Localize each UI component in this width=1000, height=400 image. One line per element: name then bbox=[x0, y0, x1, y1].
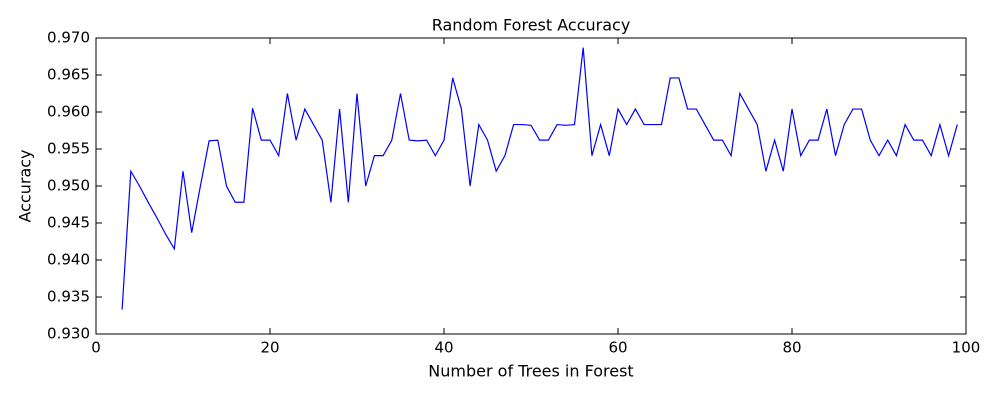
data-line bbox=[121, 47, 958, 310]
y-axis-label: Accuracy bbox=[16, 149, 35, 222]
x-tick-label: 40 bbox=[434, 339, 453, 357]
y-tick-label: 0.965 bbox=[47, 66, 90, 84]
x-tick-label: 60 bbox=[608, 339, 627, 357]
y-tick-label: 0.940 bbox=[47, 251, 90, 269]
x-tick-label: 20 bbox=[260, 339, 279, 357]
x-tick-label: 100 bbox=[952, 339, 981, 357]
y-tick-label: 0.960 bbox=[47, 103, 90, 121]
y-tick-label: 0.950 bbox=[47, 177, 90, 195]
y-tick-label: 0.945 bbox=[47, 214, 90, 232]
x-tick-label: 80 bbox=[782, 339, 801, 357]
x-tick-label: 0 bbox=[91, 339, 101, 357]
y-tick-label: 0.955 bbox=[47, 140, 90, 158]
y-tick-label: 0.930 bbox=[47, 325, 90, 343]
x-axis-label: Number of Trees in Forest bbox=[428, 362, 633, 381]
y-tick-label: 0.970 bbox=[47, 29, 90, 47]
y-tick-label: 0.935 bbox=[47, 288, 90, 306]
chart-title: Random Forest Accuracy bbox=[432, 16, 631, 35]
